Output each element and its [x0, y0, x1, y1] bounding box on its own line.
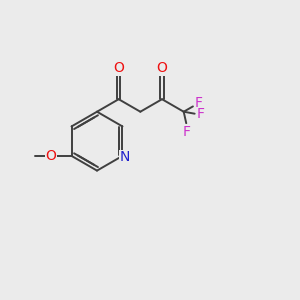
Text: F: F [194, 97, 202, 110]
Text: N: N [120, 150, 130, 164]
Text: F: F [196, 107, 204, 121]
Text: O: O [46, 149, 56, 163]
Text: F: F [182, 124, 190, 139]
Text: O: O [157, 61, 167, 75]
Text: O: O [113, 61, 124, 75]
